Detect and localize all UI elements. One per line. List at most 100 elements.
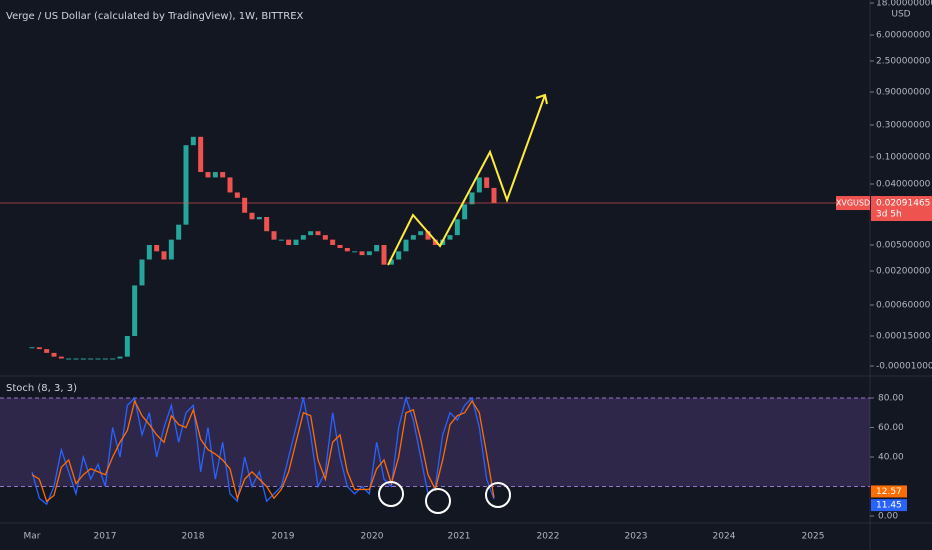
price-tick-label: -0.00001000 [876, 362, 932, 372]
candle [249, 212, 255, 220]
projection-arrowhead [535, 93, 548, 105]
candle [212, 172, 218, 178]
last-price-label: 0.02091465 [876, 199, 930, 209]
candle [73, 358, 79, 360]
candle [44, 349, 50, 353]
candle [146, 245, 152, 260]
candle [176, 224, 182, 240]
stoch-title: Stoch (8, 3, 3) [6, 383, 77, 394]
time-label: 2023 [625, 532, 648, 542]
candle [403, 239, 409, 252]
candle [366, 251, 372, 256]
time-label: 2020 [361, 532, 384, 542]
price-badge [871, 196, 932, 222]
candle [322, 235, 328, 240]
time-label: 2021 [448, 532, 471, 542]
countdown: 3d 5h [876, 210, 902, 220]
candle [117, 356, 123, 359]
candle [80, 358, 86, 360]
price-tick-label: 0.10000000 [876, 153, 931, 163]
candle [154, 245, 160, 252]
candle [491, 187, 497, 203]
candle [51, 352, 57, 357]
currency: USD [891, 10, 910, 20]
candle [227, 177, 233, 193]
stoch-line [31, 399, 495, 503]
candle [374, 245, 380, 252]
candle [425, 231, 431, 240]
candle [190, 136, 196, 146]
symbol-label: XVGUSD [836, 199, 870, 208]
candle [168, 239, 174, 260]
symbol-badge [836, 196, 870, 211]
stoch-tick-label: 60.00 [878, 423, 904, 433]
candle [396, 251, 402, 260]
candle [264, 216, 270, 232]
candle [337, 245, 343, 248]
candle [454, 219, 460, 236]
candle [359, 251, 365, 256]
stoch-band [0, 398, 870, 487]
time-label: 2019 [272, 532, 295, 542]
candle [484, 177, 490, 188]
candle [95, 358, 101, 360]
candle [139, 259, 145, 286]
candle [88, 358, 94, 360]
candle [344, 247, 350, 252]
highlight-circle [378, 481, 404, 507]
candle [432, 239, 438, 245]
price-tick-label: 2.50000000 [876, 57, 931, 67]
candle [220, 172, 226, 178]
stoch-tick-label: 80.00 [878, 394, 904, 404]
candle [352, 251, 358, 253]
candle [278, 239, 284, 241]
candle [124, 336, 130, 357]
candle [36, 347, 42, 350]
candle [198, 136, 204, 173]
price-tick-label: 0.00500000 [876, 241, 931, 251]
candle [110, 358, 116, 360]
stoch-last-label: 11.45 [876, 501, 902, 511]
time-label: 2025 [802, 532, 825, 542]
time-label: 2024 [713, 532, 736, 542]
time-label: Mar [24, 532, 41, 542]
candle [102, 358, 108, 360]
candle [418, 231, 424, 236]
price-tick-label: 18.00000000 [876, 0, 932, 9]
price-tick-label: 0.00015000 [876, 332, 931, 342]
candle [242, 197, 248, 213]
candle [330, 239, 336, 245]
candle [410, 235, 416, 240]
projection-line [387, 94, 546, 266]
candle [58, 356, 64, 359]
highlight-circle [425, 488, 451, 514]
time-label: 2017 [94, 532, 117, 542]
stoch-badge [871, 485, 907, 498]
candle [308, 231, 314, 236]
price-tick-label: 0.00200000 [876, 267, 931, 277]
candle [234, 192, 240, 198]
candle [293, 239, 299, 245]
chart-title: Verge / US Dollar (calculated by Trading… [6, 11, 304, 22]
candle [161, 251, 167, 260]
stoch-badge [871, 499, 907, 512]
candle [286, 239, 292, 245]
stoch-tick-label: 0.00 [878, 512, 898, 522]
time-label: 2022 [537, 532, 560, 542]
stoch-line [31, 395, 495, 506]
candle [29, 347, 35, 349]
candle [205, 172, 211, 178]
stoch-tick-label: 40.00 [878, 453, 904, 463]
candle [300, 235, 306, 240]
price-tick-label: 0.90000000 [876, 88, 931, 98]
candle [462, 204, 468, 220]
candle [183, 145, 189, 225]
candle [271, 231, 277, 240]
highlight-circle [485, 482, 511, 508]
candle [469, 192, 475, 205]
candle [388, 259, 394, 265]
stoch-last-label: 12.57 [876, 487, 902, 497]
candle [256, 216, 262, 220]
